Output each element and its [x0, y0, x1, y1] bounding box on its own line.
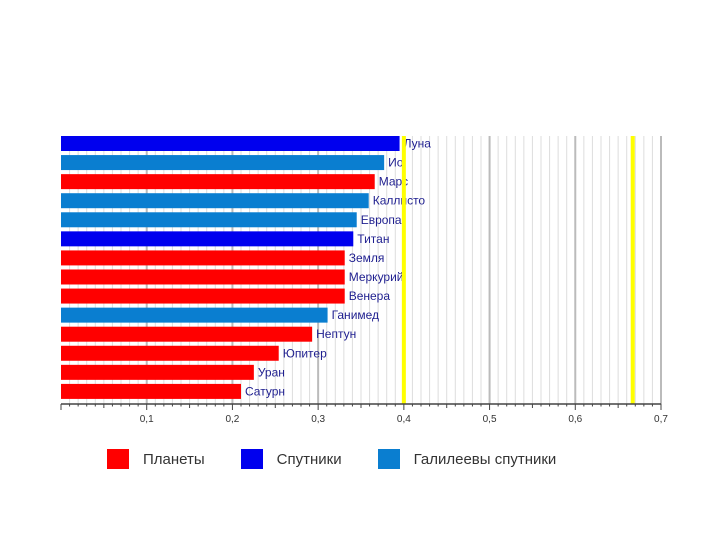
legend: Планеты Спутники Галилеевы спутники	[107, 449, 592, 469]
bar-label: Марс	[379, 175, 408, 189]
bar-4	[61, 193, 369, 209]
bar-label: Уран	[258, 365, 285, 379]
bar-1	[61, 136, 400, 151]
bar-14	[61, 383, 241, 399]
x-tick-label: 0,7	[654, 414, 668, 425]
bar-7	[61, 250, 345, 266]
bar-5	[61, 212, 357, 228]
bar-label: Европа	[361, 213, 402, 227]
x-tick-label: 0,2	[225, 414, 239, 425]
bar-label: Юпитер	[283, 346, 327, 360]
legend-label-moons: Спутники	[276, 450, 342, 468]
bar-11	[61, 326, 313, 342]
legend-item-galilean: Галилеевы спутники	[377, 449, 557, 469]
bar-label: Ганимед	[332, 308, 380, 322]
bar-6	[61, 231, 354, 247]
x-tick-label: 0,6	[568, 414, 582, 425]
legend-item-moons: Спутники	[240, 449, 342, 469]
legend-swatch-galilean	[377, 449, 400, 469]
bar-label: Каллисто	[373, 194, 426, 208]
legend-label-planets: Планеты	[143, 450, 205, 468]
bar-9	[61, 288, 345, 304]
bar-3	[61, 174, 375, 190]
legend-item-planets: Планеты	[107, 449, 205, 469]
legend-swatch-planets	[107, 449, 129, 469]
bar-label: Земля	[349, 251, 385, 265]
bar-8	[61, 269, 345, 285]
x-tick-label: 0,5	[483, 414, 497, 425]
bar-label: Нептун	[316, 327, 356, 341]
x-tick-label: 0,4	[397, 414, 411, 425]
bar-13	[61, 364, 254, 380]
bar-label: Луна	[404, 137, 432, 151]
x-axis: 0,1 0,2 0,3 0,4 0,5 0,6 0,7	[60, 403, 668, 425]
bar-12	[61, 345, 279, 361]
bar-label: Ио	[388, 156, 404, 170]
bar-2	[61, 155, 385, 171]
bar-10	[61, 307, 328, 323]
x-tick-label: 0,3	[311, 414, 325, 425]
legend-swatch-moons	[240, 449, 263, 469]
bar-label: Титан	[357, 232, 389, 246]
bar-label: Меркурий	[349, 270, 404, 284]
bar-label: Венера	[349, 289, 391, 303]
bar-label: Сатурн	[245, 384, 285, 398]
reference-lines	[401, 136, 635, 404]
x-tick-label: 0,1	[140, 414, 154, 425]
legend-label-galilean: Галилеевы спутники	[413, 450, 557, 468]
